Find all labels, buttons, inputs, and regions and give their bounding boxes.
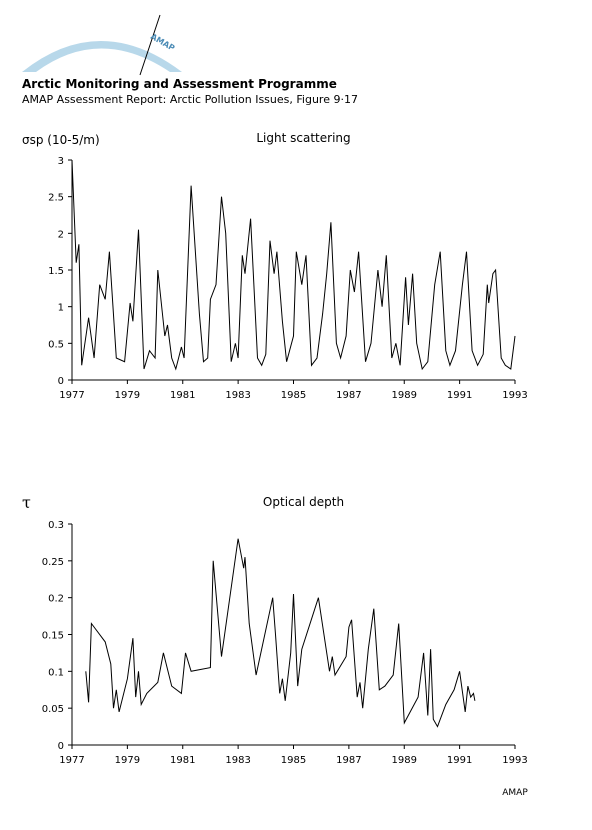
x-tick-label: 1979 xyxy=(115,390,140,401)
y-axis-label: τ xyxy=(22,493,31,512)
y-tick-label: 0 xyxy=(58,741,64,752)
logo-line xyxy=(139,14,161,76)
logo-text: AMAP xyxy=(149,32,176,53)
y-axis-label: σsp (10-5/m) xyxy=(22,133,100,147)
x-tick-label: 1991 xyxy=(447,755,472,766)
x-tick-label: 1977 xyxy=(59,755,84,766)
x-tick-label: 1981 xyxy=(170,390,195,401)
x-tick-label: 1989 xyxy=(392,390,417,401)
data-line xyxy=(85,538,476,728)
y-tick-label: 0.05 xyxy=(42,704,64,715)
y-tick-label: 0.15 xyxy=(42,631,64,642)
x-tick-label: 1983 xyxy=(225,755,250,766)
subtitle: AMAP Assessment Report: Arctic Pollution… xyxy=(22,93,358,106)
y-tick-label: 0.2 xyxy=(48,594,64,605)
y-tick-label: 0.25 xyxy=(42,557,64,568)
y-tick-label: 1.5 xyxy=(48,266,64,277)
logo-arc xyxy=(22,41,182,72)
title: Arctic Monitoring and Assessment Program… xyxy=(22,77,337,91)
data-line xyxy=(71,159,516,371)
x-tick-label: 1977 xyxy=(59,390,84,401)
y-tick-label: 2 xyxy=(58,229,64,240)
x-tick-label: 1981 xyxy=(170,755,195,766)
y-tick-label: 2.5 xyxy=(48,193,64,204)
x-tick-label: 1985 xyxy=(281,755,306,766)
x-tick-label: 1991 xyxy=(447,390,472,401)
x-tick-label: 1987 xyxy=(336,755,361,766)
chart-title: Light scattering xyxy=(256,131,350,145)
y-tick-label: 0.5 xyxy=(48,339,64,350)
y-tick-label: 3 xyxy=(58,156,64,167)
x-tick-label: 1987 xyxy=(336,390,361,401)
x-tick-label: 1979 xyxy=(115,755,140,766)
x-tick-label: 1989 xyxy=(392,755,417,766)
y-tick-label: 1 xyxy=(58,303,64,314)
x-tick-label: 1993 xyxy=(502,755,527,766)
x-tick-label: 1993 xyxy=(502,390,527,401)
chart-title: Optical depth xyxy=(263,495,344,509)
x-tick-label: 1985 xyxy=(281,390,306,401)
y-tick-label: 0 xyxy=(58,376,64,387)
footer: AMAP xyxy=(502,788,528,798)
y-tick-label: 0.3 xyxy=(48,520,64,531)
y-tick-label: 0.1 xyxy=(48,667,64,678)
x-tick-label: 1983 xyxy=(225,390,250,401)
